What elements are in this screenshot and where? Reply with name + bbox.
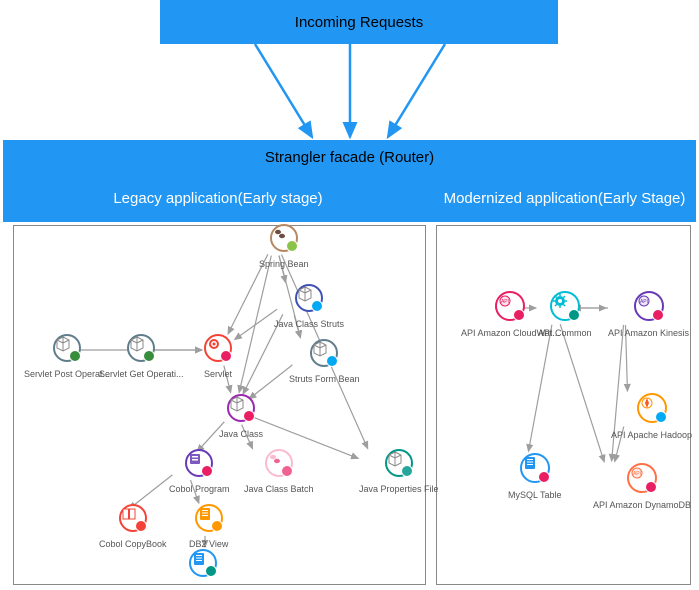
node-circle-icon: [270, 224, 298, 252]
node-servpost: Servlet Post Operat...: [24, 334, 110, 379]
incoming-requests-header: Incoming Requests: [160, 0, 558, 44]
svg-text:API: API: [639, 299, 647, 305]
node-label: API Apache Hadoop: [611, 430, 692, 440]
router-label: Strangler facade (Router): [265, 149, 434, 166]
header-label: Incoming Requests: [295, 14, 423, 31]
node-label: Java Class Batch: [244, 484, 314, 494]
node-badge: [652, 309, 664, 321]
node-label: Cobol Program: [169, 484, 230, 494]
node-circle-icon: [265, 449, 293, 477]
node-springbean: Spring Bean: [259, 224, 309, 269]
node-badge: [326, 355, 338, 367]
node-badge: [201, 465, 213, 477]
node-badge: [513, 309, 525, 321]
node-badge: [243, 410, 255, 422]
node-badge: [401, 465, 413, 477]
node-dynamo: API API Amazon DynamoDB: [593, 463, 691, 510]
node-label: MySQL Table: [508, 490, 562, 500]
node-label: Java Class Struts: [274, 319, 344, 329]
node-label: Java Class: [219, 429, 263, 439]
node-circle-icon: API: [634, 291, 664, 321]
node-circle-icon: [185, 449, 213, 477]
node-label: Servlet Get Operati...: [99, 369, 184, 379]
node-badge: [220, 350, 232, 362]
node-circle-icon: [119, 504, 147, 532]
modern-section-label: Modernized application(Early Stage): [444, 190, 686, 207]
node-badge: [69, 350, 81, 362]
router-facade: Strangler facade (Router): [3, 140, 696, 174]
node-circle-icon: [550, 291, 580, 321]
node-circle-icon: API: [627, 463, 657, 493]
node-circle-icon: [204, 334, 232, 362]
node-circle-icon: [310, 339, 338, 367]
node-label: Struts Form Bean: [289, 374, 360, 384]
node-db2view: DB2 View: [189, 504, 228, 549]
node-label: Servlet Post Operat...: [24, 369, 110, 379]
node-badge: [211, 520, 223, 532]
node-badge: [281, 465, 293, 477]
node-circle-icon: [385, 449, 413, 477]
node-circle-icon: API: [495, 291, 525, 321]
node-cobolprog: Cobol Program: [169, 449, 230, 494]
node-mysql: MySQL Table: [508, 453, 562, 500]
node-circle-icon: [53, 334, 81, 362]
svg-text:API: API: [633, 471, 641, 477]
node-servlet: Servlet: [204, 334, 232, 379]
node-badge: [538, 471, 550, 483]
legacy-section-label: Legacy application(Early stage): [113, 190, 322, 207]
modern-section-header: Modernized application(Early Stage): [433, 174, 696, 222]
node-badge: [286, 240, 298, 252]
node-label: Servlet: [204, 369, 232, 379]
node-circle-icon: [637, 393, 667, 423]
node-circle-icon: [127, 334, 155, 362]
svg-text:API: API: [501, 299, 509, 305]
node-badge: [205, 565, 217, 577]
node-circle-icon: [520, 453, 550, 483]
node-circle-icon: [227, 394, 255, 422]
node-db2bottom: [189, 549, 217, 582]
legacy-section-header: Legacy application(Early stage): [3, 174, 433, 222]
node-badge: [135, 520, 147, 532]
node-copybook: Cobol CopyBook: [99, 504, 167, 549]
node-label: DB2 View: [189, 539, 228, 549]
node-badge: [655, 411, 667, 423]
node-servget: Servlet Get Operati...: [99, 334, 184, 379]
node-label: Cobol CopyBook: [99, 539, 167, 549]
node-kinesis: API API Amazon Kinesis: [608, 291, 689, 338]
node-label: API Common: [538, 328, 592, 338]
node-hadoop: API Apache Hadoop: [611, 393, 692, 440]
node-label: Spring Bean: [259, 259, 309, 269]
node-javaclass: Java Class: [219, 394, 263, 439]
node-formbean: Struts Form Bean: [289, 339, 360, 384]
node-circle-icon: [195, 504, 223, 532]
node-circle-icon: [295, 284, 323, 312]
node-common: API Common: [538, 291, 592, 338]
node-label: API Amazon DynamoDB: [593, 500, 691, 510]
node-badge: [568, 309, 580, 321]
node-label: API Amazon Kinesis: [608, 328, 689, 338]
node-label: Java Properties File: [359, 484, 439, 494]
node-circle-icon: [189, 549, 217, 577]
node-badge: [645, 481, 657, 493]
node-badge: [311, 300, 323, 312]
node-badge: [143, 350, 155, 362]
node-batch: Java Class Batch: [244, 449, 314, 494]
node-struts: Java Class Struts: [274, 284, 344, 329]
node-propfile: Java Properties File: [359, 449, 439, 494]
